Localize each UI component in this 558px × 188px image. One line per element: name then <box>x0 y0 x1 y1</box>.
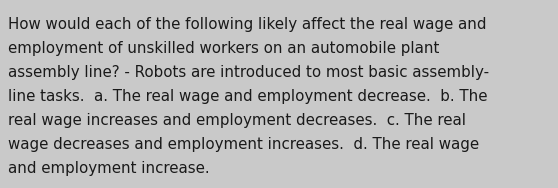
Text: How would each of the following likely affect the real wage and: How would each of the following likely a… <box>8 17 487 32</box>
Text: real wage increases and employment decreases.  c. The real: real wage increases and employment decre… <box>8 113 466 128</box>
Text: employment of unskilled workers on an automobile plant: employment of unskilled workers on an au… <box>8 41 439 56</box>
Text: line tasks.  a. The real wage and employment decrease.  b. The: line tasks. a. The real wage and employm… <box>8 89 487 104</box>
Text: assembly line? - Robots are introduced to most basic assembly-: assembly line? - Robots are introduced t… <box>8 65 489 80</box>
Text: wage decreases and employment increases.  d. The real wage: wage decreases and employment increases.… <box>8 137 479 152</box>
Text: and employment increase.: and employment increase. <box>8 161 209 176</box>
